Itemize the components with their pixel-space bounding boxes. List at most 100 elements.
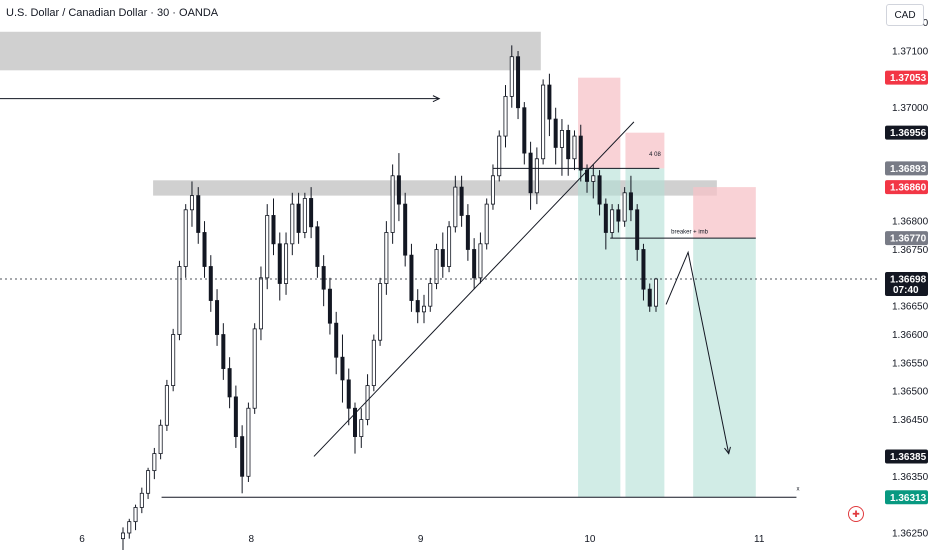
candle-body [578, 135, 583, 171]
price-tick-label: 1.37000 [892, 103, 929, 114]
candle-body [597, 175, 602, 205]
candle-body [654, 278, 659, 307]
stop-loss-box[interactable] [693, 187, 756, 239]
price-tick-label: 1.36350 [892, 472, 929, 483]
price-tag-label: 1.36385 [890, 452, 927, 463]
candle-body [334, 322, 339, 358]
candle-body [465, 215, 470, 250]
price-axis[interactable]: 1.371501.371001.370001.368001.367501.366… [885, 18, 929, 539]
candle-body [158, 424, 163, 455]
candle-body [547, 84, 552, 120]
price-tag[interactable] [885, 271, 928, 296]
arrow-head-icon [724, 446, 731, 455]
zones-layer [0, 31, 717, 196]
take-profit-box[interactable] [693, 238, 756, 498]
symbol-title[interactable]: U.S. Dollar / Canadian Dollar · 30 · OAN… [6, 7, 219, 19]
candle-body [541, 84, 546, 160]
resistance-zone[interactable] [153, 180, 717, 196]
candle-body [603, 203, 608, 233]
candle-body [240, 436, 245, 477]
price-tag-label: 1.37053 [890, 73, 927, 84]
candle-body [139, 492, 144, 508]
stop-loss-box[interactable] [578, 77, 621, 169]
price-tag[interactable] [885, 180, 928, 195]
candle-body [183, 209, 188, 267]
candle-body [315, 226, 320, 267]
price-tag[interactable] [885, 231, 928, 246]
candle-body [421, 305, 426, 313]
arrow-head-icon [432, 95, 441, 103]
candle-body [246, 407, 251, 477]
candle-body [534, 158, 539, 194]
candle-body [152, 453, 157, 472]
candle-body [378, 283, 383, 341]
price-tick-label: 1.37100 [892, 47, 929, 58]
candle-body [478, 243, 483, 279]
candle-body [522, 107, 527, 154]
arrow-line[interactable] [665, 250, 730, 454]
candle-body [528, 152, 533, 194]
candle-body [434, 249, 439, 284]
price-tick-label: 1.36650 [892, 302, 929, 313]
price-tick-label: 1.36450 [892, 415, 929, 426]
price-tag[interactable] [885, 70, 928, 85]
candle-body [227, 368, 232, 398]
candle-body [215, 300, 220, 335]
take-profit-box[interactable] [625, 168, 665, 498]
candle-body [177, 266, 182, 335]
candle-body [221, 334, 226, 369]
candle-body [202, 232, 207, 267]
candle-body [585, 169, 590, 182]
time-tick-label: 10 [584, 534, 596, 545]
candle-body [516, 56, 521, 109]
price-tag[interactable] [885, 490, 928, 505]
candle-body [572, 135, 577, 160]
candle-body [296, 203, 301, 233]
time-axis[interactable]: 6 8 9 10 11 [79, 534, 765, 545]
candle-body [559, 130, 564, 148]
candle-body [196, 195, 201, 233]
stop-loss-box[interactable] [625, 132, 665, 169]
price-tag-label: 1.36893 [890, 164, 927, 175]
candle-body [459, 186, 464, 216]
price-tag-label: 1.36956 [890, 128, 927, 139]
price-tag[interactable] [885, 449, 928, 464]
candle-body [553, 118, 558, 148]
countdown-label: 07:40 [893, 285, 919, 296]
candle-body [622, 192, 627, 222]
candle-body [497, 135, 502, 177]
candle-body [616, 209, 621, 222]
candle-body [390, 175, 395, 233]
drawings-layer: 4 08 breaker + imb x [0, 95, 799, 498]
price-tick-label: 1.36800 [892, 217, 929, 228]
annotation-label: 4 08 [649, 152, 661, 158]
candle-body [233, 396, 238, 437]
candle-body [428, 283, 433, 307]
time-tick-label: 11 [754, 534, 765, 545]
candle-body [371, 339, 376, 386]
candle-body [258, 277, 263, 330]
candle-body [415, 300, 420, 313]
candle-body [566, 130, 571, 160]
price-tag-label: 1.36860 [890, 183, 927, 194]
candle-body [208, 266, 213, 301]
candle-body [302, 198, 307, 233]
trend-line[interactable] [313, 121, 635, 457]
currency-button[interactable]: CAD [886, 4, 924, 26]
candle-body [164, 385, 169, 426]
candle-body [127, 521, 132, 534]
candle-body [365, 385, 370, 420]
candle-body [146, 470, 151, 494]
price-tick-label: 1.36600 [892, 330, 929, 341]
candle-body [265, 215, 270, 279]
candle-body [290, 203, 295, 245]
candle-body [359, 419, 364, 437]
price-tag[interactable] [885, 125, 928, 140]
positions-layer [578, 77, 756, 498]
canada-flag-icon[interactable]: ✚ [848, 506, 864, 522]
price-tag[interactable] [885, 161, 928, 176]
price-tick-label: 1.36250 [892, 528, 929, 539]
candle-body [346, 379, 351, 409]
supply-zone[interactable] [0, 31, 541, 71]
